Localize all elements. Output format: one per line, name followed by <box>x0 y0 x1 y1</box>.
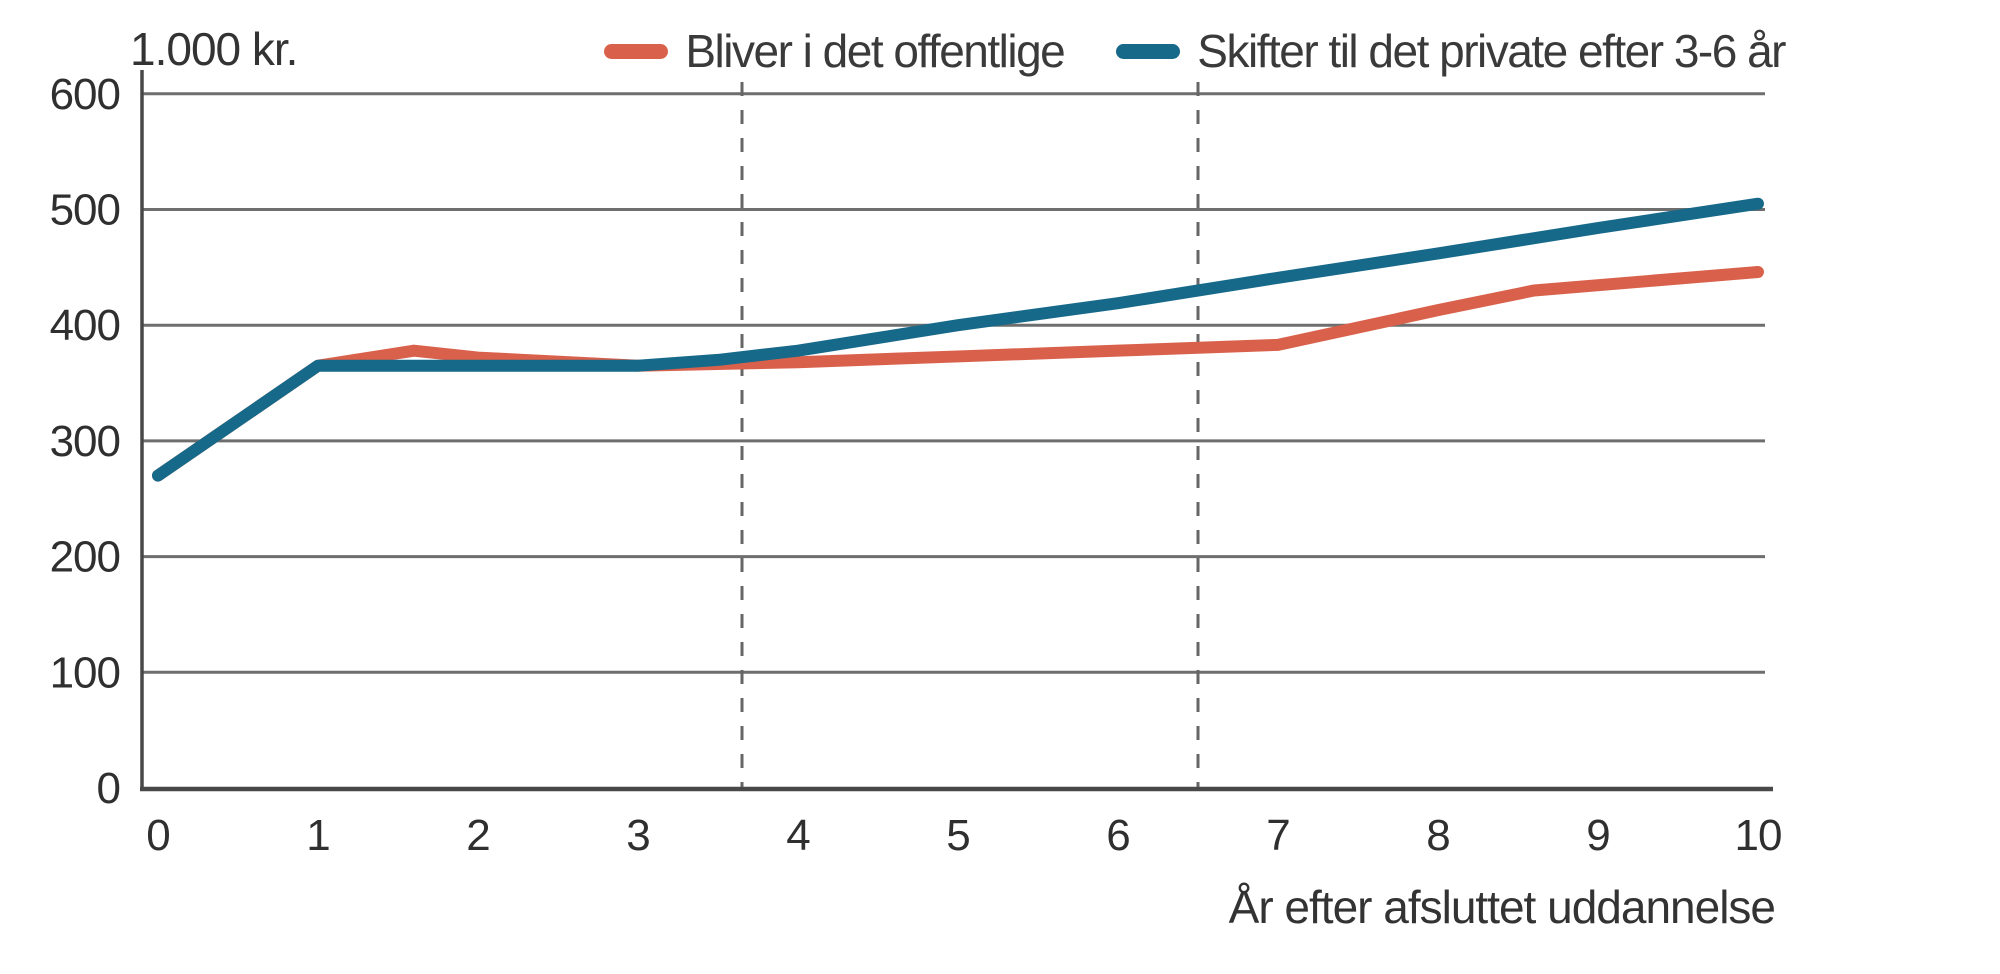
legend-swatch-offentlige-icon <box>604 43 669 59</box>
y-tick-label-200: 200 <box>50 533 120 582</box>
legend: Bliver i det offentlige Skifter til det … <box>604 24 1786 78</box>
y-tick-label-500: 500 <box>50 186 120 235</box>
x-axis-title: År efter afsluttet uddannelse <box>1228 881 1776 933</box>
legend-label-offentlige: Bliver i det offentlige <box>685 25 1065 77</box>
series-line-offentlige <box>152 265 1764 482</box>
y-tick-label-300: 300 <box>50 417 120 466</box>
y-tick-label-100: 100 <box>50 648 120 697</box>
x-tick-label-5: 5 <box>946 811 969 860</box>
legend-swatch-private-icon <box>1116 43 1181 59</box>
x-tick-label-1: 1 <box>306 811 329 860</box>
x-tick-label-0: 0 <box>146 811 169 860</box>
x-tick-label-2: 2 <box>466 811 489 860</box>
x-tick-label-6: 6 <box>1106 811 1129 860</box>
y-tick-label-0: 0 <box>97 764 120 813</box>
x-tick-label-10: 10 <box>1735 811 1782 860</box>
legend-item-offentlige: Bliver i det offentlige <box>604 24 1066 78</box>
x-tick-label-7: 7 <box>1266 811 1289 860</box>
legend-item-private: Skifter til det private efter 3-6 år <box>1116 24 1786 78</box>
legend-label-private: Skifter til det private efter 3-6 år <box>1197 25 1786 77</box>
y-tick-label-600: 600 <box>50 70 120 119</box>
x-tick-label-3: 3 <box>626 811 649 860</box>
x-tick-label-4: 4 <box>786 811 810 860</box>
series-line-private <box>152 197 1764 482</box>
y-tick-label-400: 400 <box>50 301 120 350</box>
y-axis-unit-label: 1.000 kr. <box>130 23 298 75</box>
x-tick-label-8: 8 <box>1426 811 1449 860</box>
x-tick-label-9: 9 <box>1586 811 1609 860</box>
